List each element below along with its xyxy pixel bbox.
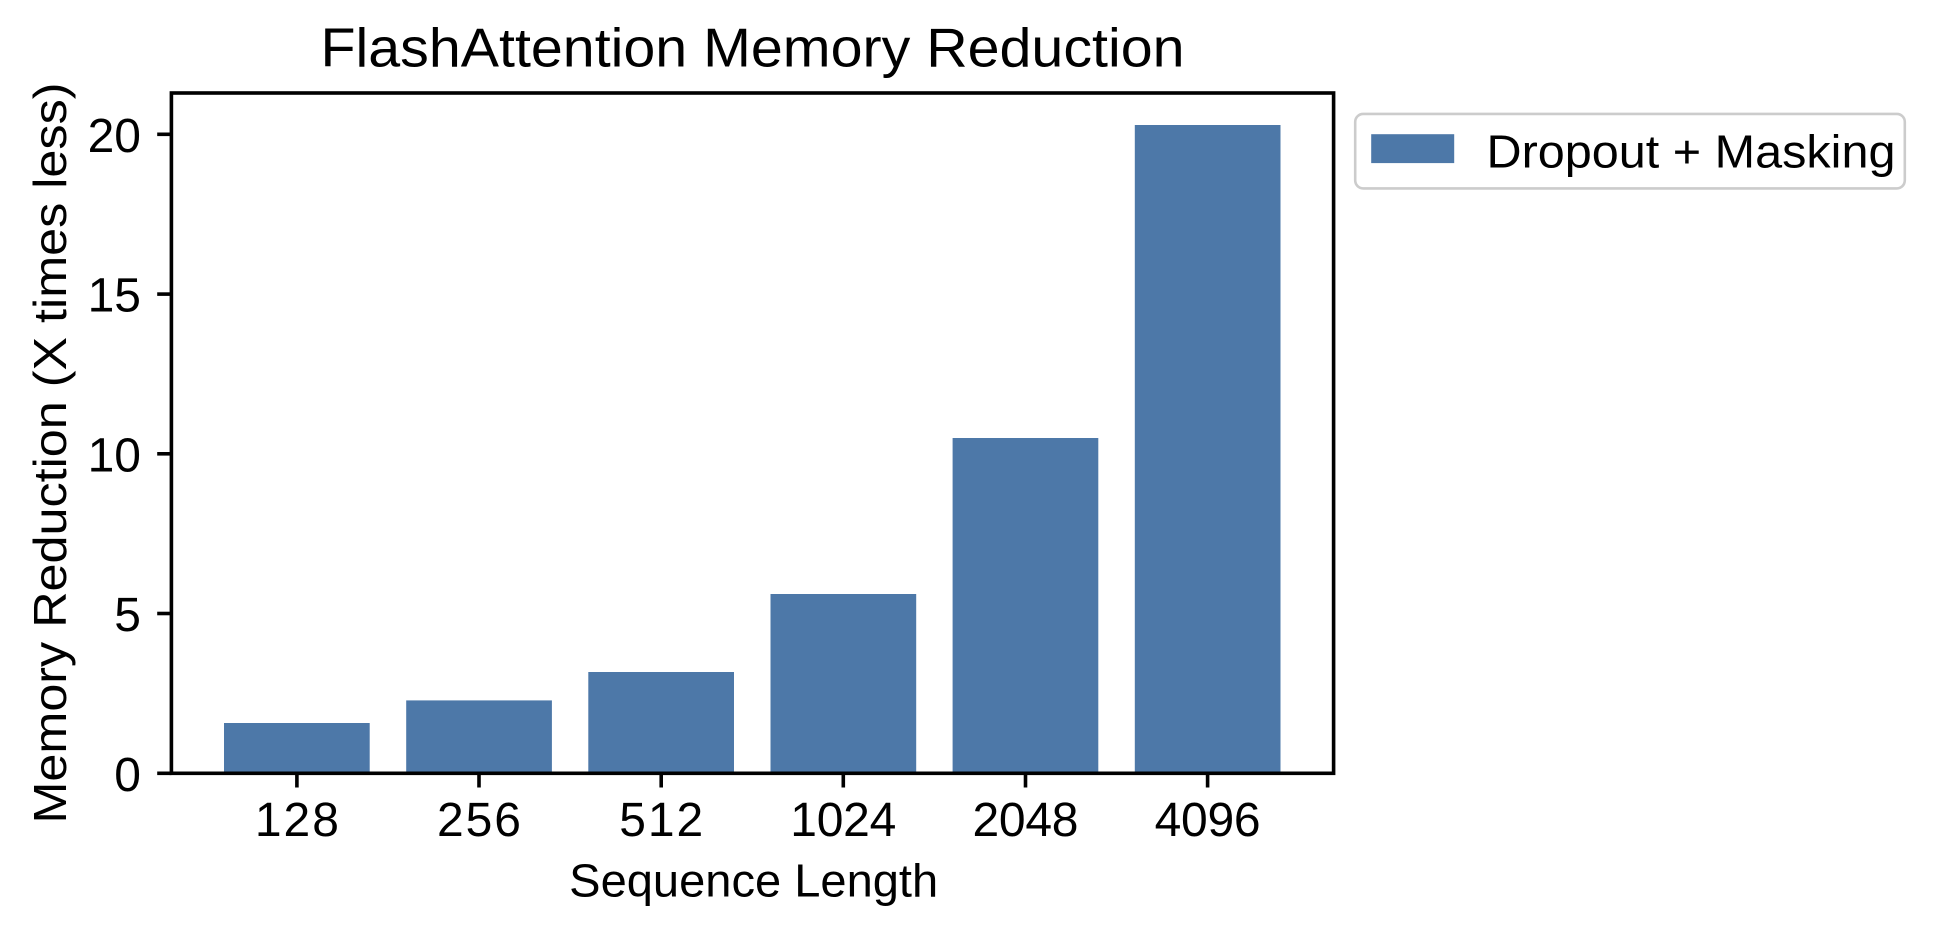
svg-text:512: 512	[619, 794, 703, 847]
svg-text:10: 10	[88, 429, 141, 482]
svg-text:Dropout + Masking: Dropout + Masking	[1487, 126, 1896, 178]
svg-text:128: 128	[255, 794, 339, 847]
svg-text:FlashAttention Memory Reductio: FlashAttention Memory Reduction	[321, 17, 1185, 79]
svg-text:5: 5	[114, 589, 141, 642]
svg-text:4096: 4096	[1155, 794, 1261, 847]
svg-text:2048: 2048	[973, 794, 1079, 847]
svg-text:Memory Reduction (X times less: Memory Reduction (X times less)	[24, 83, 76, 824]
svg-text:15: 15	[88, 270, 141, 323]
svg-text:1024: 1024	[790, 794, 896, 847]
svg-text:Sequence Length: Sequence Length	[569, 854, 938, 906]
svg-text:256: 256	[437, 794, 521, 847]
svg-text:20: 20	[88, 110, 141, 163]
svg-text:0: 0	[114, 749, 141, 802]
